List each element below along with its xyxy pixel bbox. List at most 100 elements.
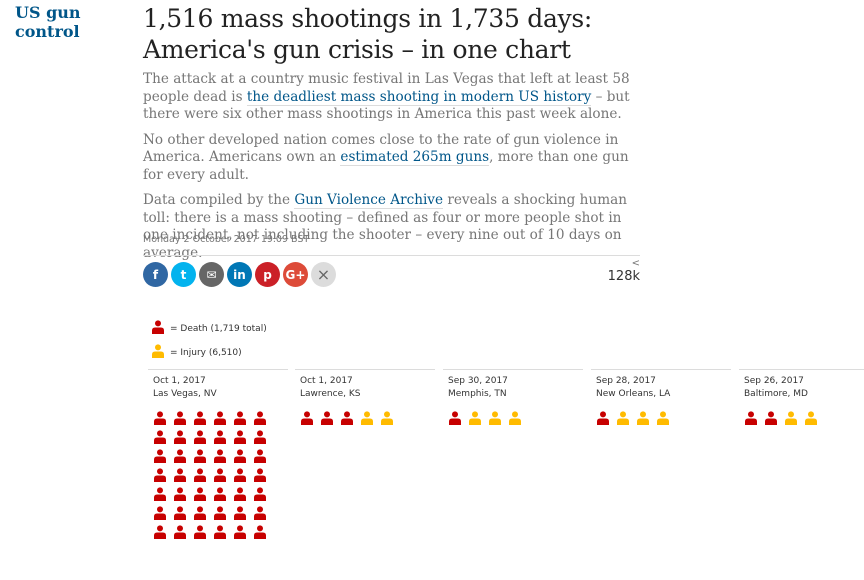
death-person-icon xyxy=(194,430,206,444)
legend-injury-label: = Injury (6,510) xyxy=(170,347,242,358)
death-person-icon xyxy=(214,487,226,501)
deadliest-shooting-link[interactable]: the deadliest mass shooting in modern US… xyxy=(246,88,592,106)
event-location: Lawrence, KS xyxy=(300,389,361,399)
standfirst-paragraph-2: No other developed nation comes close to… xyxy=(143,132,643,185)
event-location: Memphis, TN xyxy=(448,389,507,399)
event-victim-icons xyxy=(596,411,720,430)
death-person-icon xyxy=(254,525,266,539)
pinterest-share-button[interactable]: p xyxy=(255,262,280,287)
injury-person-icon xyxy=(381,411,393,425)
injury-person-icon xyxy=(152,344,164,358)
death-person-icon xyxy=(234,506,246,520)
event-victim-icons xyxy=(744,411,864,430)
death-person-icon xyxy=(174,449,186,463)
death-person-icon xyxy=(174,430,186,444)
death-person-icon xyxy=(214,468,226,482)
injury-person-icon xyxy=(785,411,797,425)
email-share-button[interactable]: ✉ xyxy=(199,262,224,287)
event-column: Oct 1, 2017 Las Vegas, NV xyxy=(148,369,288,544)
death-person-icon xyxy=(745,411,757,425)
standfirst-text: No other developed nation comes close to… xyxy=(143,131,619,166)
death-person-icon xyxy=(214,449,226,463)
death-person-icon xyxy=(194,411,206,425)
legend-death: = Death (1,719 total) xyxy=(151,320,267,337)
death-person-icon xyxy=(597,411,609,425)
death-person-icon xyxy=(174,487,186,501)
death-person-icon xyxy=(234,487,246,501)
death-person-icon xyxy=(234,449,246,463)
injury-person-icon xyxy=(617,411,629,425)
death-person-icon xyxy=(214,430,226,444)
event-victim-icons xyxy=(153,411,277,544)
death-person-icon xyxy=(174,468,186,482)
event-victim-icons xyxy=(300,411,424,430)
event-column: Sep 30, 2017 Memphis, TN xyxy=(443,369,583,430)
injury-person-icon xyxy=(489,411,501,425)
estimated-guns-link[interactable]: estimated 265m guns xyxy=(340,149,490,166)
linkedin-share-button[interactable]: in xyxy=(227,262,252,287)
legend-death-label: = Death (1,719 total) xyxy=(170,323,267,334)
death-person-icon xyxy=(194,506,206,520)
death-person-icon xyxy=(174,506,186,520)
standfirst-text: – but there were six other mass shooting… xyxy=(143,88,630,123)
event-date: Sep 28, 2017 xyxy=(596,376,656,386)
google-plus-share-button[interactable]: G+ xyxy=(283,262,308,287)
death-person-icon xyxy=(154,449,166,463)
death-person-icon xyxy=(152,320,164,334)
death-person-icon xyxy=(254,411,266,425)
standfirst-text: reveals a shocking human toll: there is … xyxy=(143,192,627,261)
event-location: Baltimore, MD xyxy=(744,389,808,399)
standfirst-text: The attack at a country music festival i… xyxy=(143,71,630,105)
death-person-icon xyxy=(194,487,206,501)
share-count-value: 128k xyxy=(607,269,640,284)
death-person-icon xyxy=(341,411,353,425)
death-person-icon xyxy=(154,525,166,539)
death-person-icon xyxy=(174,411,186,425)
death-person-icon xyxy=(194,449,206,463)
death-person-icon xyxy=(154,506,166,520)
death-person-icon xyxy=(254,430,266,444)
event-column: Sep 28, 2017 New Orleans, LA xyxy=(591,369,731,430)
event-date: Sep 30, 2017 xyxy=(448,376,508,386)
death-person-icon xyxy=(154,487,166,501)
divider xyxy=(143,255,640,256)
share-buttons: f t ✉ in p G+ × xyxy=(143,262,336,287)
death-person-icon xyxy=(254,487,266,501)
death-person-icon xyxy=(174,525,186,539)
event-location: New Orleans, LA xyxy=(596,389,671,399)
section-link-us-gun-control[interactable]: US gun control xyxy=(15,3,81,41)
death-person-icon xyxy=(194,468,206,482)
event-column: Sep 26, 2017 Baltimore, MD xyxy=(739,369,864,430)
close-share-button[interactable]: × xyxy=(311,262,336,287)
injury-person-icon xyxy=(805,411,817,425)
death-person-icon xyxy=(765,411,777,425)
standfirst-text: Data compiled by the xyxy=(143,192,295,208)
standfirst: The attack at a country music festival i… xyxy=(143,71,643,270)
death-person-icon xyxy=(449,411,461,425)
death-person-icon xyxy=(301,411,313,425)
death-person-icon xyxy=(254,468,266,482)
death-person-icon xyxy=(154,430,166,444)
death-person-icon xyxy=(234,525,246,539)
injury-person-icon xyxy=(509,411,521,425)
share-count: < 128k xyxy=(604,258,640,284)
death-person-icon xyxy=(151,320,170,337)
death-person-icon xyxy=(321,411,333,425)
event-date: Oct 1, 2017 xyxy=(300,376,353,386)
injury-person-icon xyxy=(657,411,669,425)
gun-violence-archive-link[interactable]: Gun Violence Archive xyxy=(294,192,444,209)
injury-person-icon xyxy=(469,411,481,425)
injury-person-icon xyxy=(637,411,649,425)
death-person-icon xyxy=(194,525,206,539)
injury-person-icon xyxy=(151,344,170,361)
share-icon: < xyxy=(631,258,640,269)
death-person-icon xyxy=(214,411,226,425)
death-person-icon xyxy=(154,468,166,482)
event-date: Oct 1, 2017 xyxy=(153,376,206,386)
legend-injury: = Injury (6,510) xyxy=(151,344,242,361)
facebook-share-button[interactable]: f xyxy=(143,262,168,287)
standfirst-paragraph-1: The attack at a country music festival i… xyxy=(143,71,643,124)
event-date: Sep 26, 2017 xyxy=(744,376,804,386)
death-person-icon xyxy=(234,430,246,444)
twitter-share-button[interactable]: t xyxy=(171,262,196,287)
